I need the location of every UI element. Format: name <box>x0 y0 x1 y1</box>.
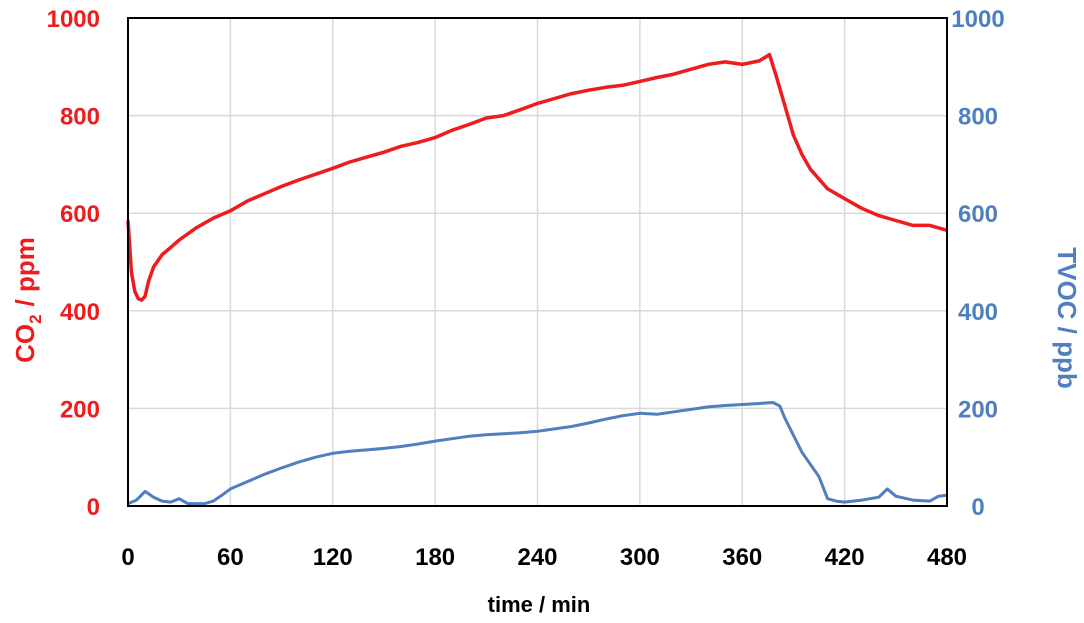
x-axis-tick-label: 360 <box>722 544 762 571</box>
left-axis-title-unit: / ppm <box>10 237 40 306</box>
tvoc-series-line <box>127 401 948 506</box>
right-axis-title: TVOC / ppb <box>1052 247 1082 389</box>
left-axis-tick-label: 800 <box>60 104 100 131</box>
left-axis-title: CO2 / ppm <box>10 237 45 363</box>
right-axis-tick-label: 600 <box>958 201 998 228</box>
x-axis-tick-label: 240 <box>517 544 557 571</box>
vertical-gridlines <box>229 18 846 506</box>
right-axis-tick-label: 1000 <box>951 6 1004 33</box>
x-axis-tick-label: 180 <box>415 544 455 571</box>
right-axis-tick-label: 800 <box>958 104 998 131</box>
left-axis-title-main: CO <box>10 324 40 363</box>
left-axis-tick-label: 1000 <box>47 6 100 33</box>
plot-area-frame <box>127 17 948 507</box>
x-axis-tick-label: 420 <box>825 544 865 571</box>
right-axis-tick-label: 400 <box>958 299 998 326</box>
x-axis-tick-label: 60 <box>217 544 244 571</box>
x-axis-tick-label: 120 <box>313 544 353 571</box>
x-axis-title: time / min <box>488 592 591 617</box>
x-axis-tick-labels: 0 60 120 180 240 300 360 420 480 <box>121 544 967 571</box>
x-axis-tick-label: 300 <box>620 544 660 571</box>
x-axis-tick-label: 480 <box>927 544 967 571</box>
right-axis-tick-label: 200 <box>958 396 998 423</box>
x-axis-tick-label: 0 <box>121 544 134 571</box>
left-axis-tick-label: 400 <box>60 299 100 326</box>
co2-series-line <box>126 52 948 302</box>
right-axis-tick-labels: 0 200 400 600 800 1000 <box>951 6 1004 521</box>
horizontal-gridlines <box>128 114 947 410</box>
left-axis-title-subscript: 2 <box>26 314 45 323</box>
left-axis-tick-label: 0 <box>87 494 100 521</box>
right-axis-tick-label: 0 <box>971 494 984 521</box>
left-axis-tick-labels: 0 200 400 600 800 1000 <box>47 6 100 521</box>
left-axis-tick-label: 600 <box>60 201 100 228</box>
left-axis-tick-label: 200 <box>60 396 100 423</box>
